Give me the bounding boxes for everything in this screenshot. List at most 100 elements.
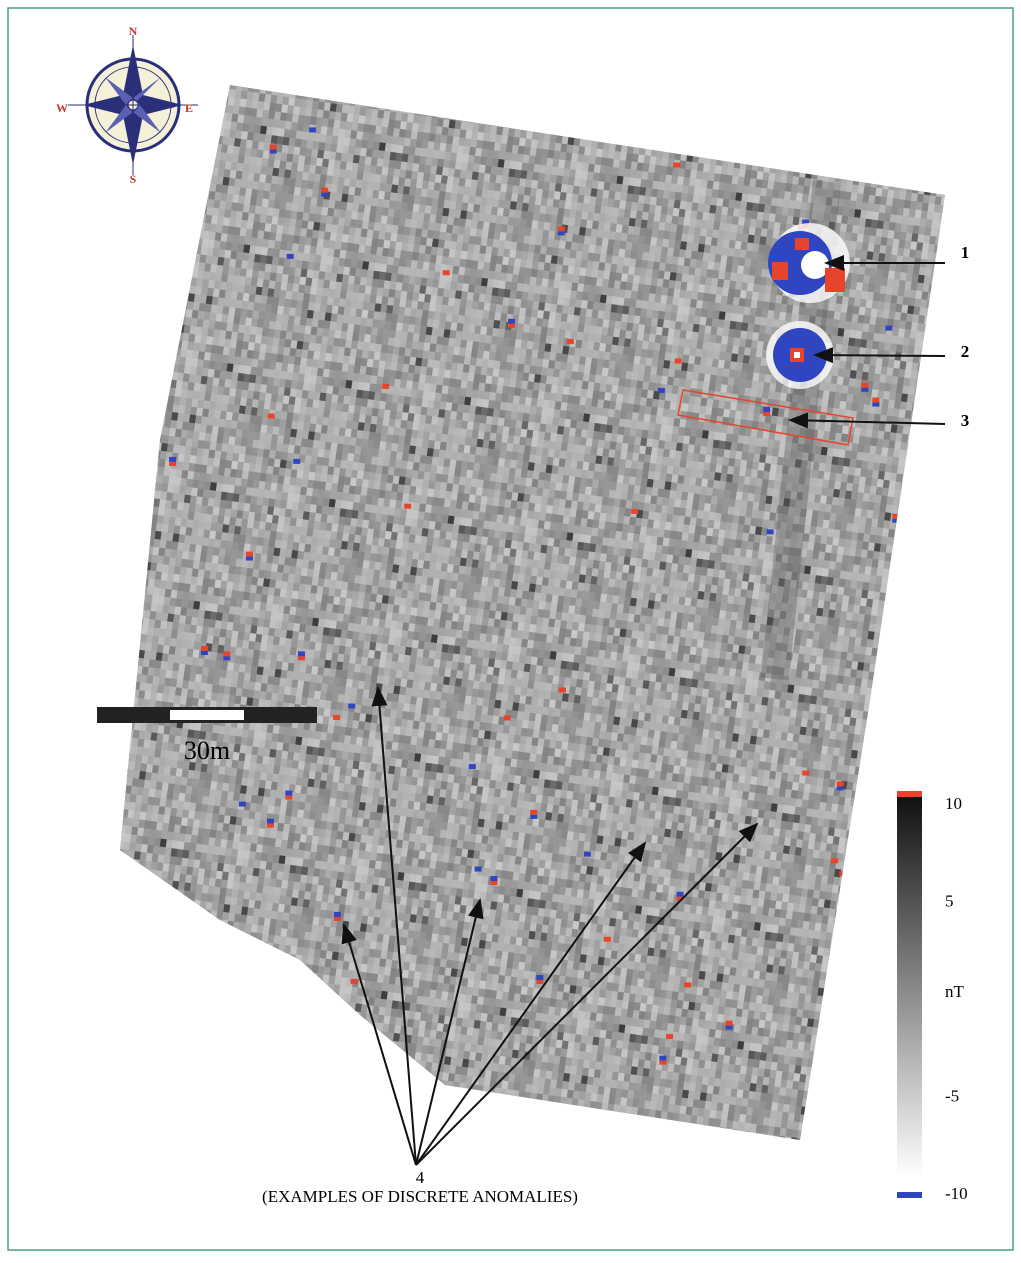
anomaly-dot — [763, 407, 770, 412]
anomaly-dot — [201, 651, 208, 655]
anomaly-dot — [880, 901, 887, 905]
anomaly-dot — [530, 810, 537, 815]
anomaly-dot — [508, 319, 515, 324]
anomaly-dot — [443, 270, 450, 275]
label-1: 1 — [961, 243, 970, 262]
anomaly-dot — [285, 796, 292, 800]
anomaly-dot — [157, 1053, 164, 1058]
anomaly-dot — [666, 1034, 673, 1039]
anomaly-dot — [849, 864, 856, 869]
anomaly-dot — [177, 1020, 184, 1024]
compass-w: W — [56, 101, 68, 115]
anomaly-dot — [849, 869, 856, 873]
anomaly-dot — [270, 150, 277, 154]
anomaly-dot — [902, 761, 909, 766]
anomaly-dot — [878, 927, 885, 931]
anomaly-dot — [246, 557, 253, 561]
anomaly-dot — [767, 529, 774, 534]
anomaly-dot — [287, 254, 294, 259]
anomaly-dot — [147, 224, 154, 228]
anomaly-dot — [140, 168, 147, 173]
anomaly-dot — [270, 145, 277, 150]
anomaly-dot — [334, 912, 341, 917]
color-tick-label: 10 — [945, 794, 962, 813]
anomaly-dot — [382, 384, 389, 389]
anomaly-dot — [530, 815, 537, 819]
scale-bar — [97, 707, 317, 723]
caption-4: (EXAMPLES OF DISCRETE ANOMALIES) — [262, 1187, 578, 1206]
anomaly-dot — [558, 226, 565, 231]
anomaly-dot — [160, 909, 167, 914]
compass-e: E — [185, 101, 193, 115]
anomaly-dot — [659, 1061, 666, 1065]
anomaly-dot — [675, 359, 682, 364]
anomaly-dot — [861, 388, 868, 392]
anomaly-dot — [132, 593, 139, 598]
anomaly-dot — [677, 892, 684, 897]
color-cap-low — [897, 1192, 922, 1198]
anomaly-dot — [861, 383, 868, 388]
anomaly-dot — [404, 504, 411, 509]
anomaly-dot — [504, 715, 511, 720]
anomaly-dot — [837, 781, 844, 786]
anomaly-dot — [726, 1026, 733, 1030]
compass-n: N — [129, 24, 138, 38]
anomaly-dot — [223, 651, 230, 656]
anomaly-dot — [802, 771, 809, 776]
anomaly-dot — [490, 881, 497, 885]
figure: 1 2 3 4 (EXAMPLES OF DISCRETE ANOMALIES)… — [0, 0, 1021, 1258]
anomaly-dot — [559, 687, 566, 692]
anomaly-dot — [659, 1056, 666, 1061]
anomaly-dot — [246, 552, 253, 557]
anomaly-dot — [880, 896, 887, 901]
anomaly-dot — [631, 509, 638, 514]
anomaly-dot — [475, 867, 482, 872]
anomaly-dot — [508, 324, 515, 328]
color-unit: nT — [945, 982, 965, 1001]
anomaly-dot — [321, 193, 328, 197]
anomaly-dot — [872, 398, 879, 403]
anomaly-dot — [658, 388, 665, 393]
color-tick-label: -10 — [945, 1184, 968, 1203]
anomaly-dot — [293, 459, 300, 464]
anomaly-dot — [267, 819, 274, 824]
anomaly-dot — [561, 1110, 568, 1114]
anomaly-dot — [157, 1058, 164, 1062]
anomaly-dot — [151, 337, 158, 341]
anomaly-dot — [892, 514, 899, 519]
anomaly-dot — [267, 824, 274, 828]
anomaly-dot — [684, 982, 691, 987]
anomaly-dot — [604, 937, 611, 942]
label-3: 3 — [961, 411, 970, 430]
compass-s: S — [130, 172, 137, 186]
anomaly-dot — [912, 507, 919, 512]
anomaly-dot — [673, 163, 680, 168]
anomaly-dot — [561, 1105, 568, 1110]
color-bar — [897, 797, 922, 1177]
anomaly-dot — [872, 403, 879, 407]
anomaly-dot — [298, 651, 305, 656]
anomaly-dot — [151, 332, 158, 337]
anomaly-dot — [348, 704, 355, 709]
anomaly-dot — [892, 519, 899, 523]
anomaly-dot — [132, 598, 139, 602]
anomaly-dot — [169, 462, 176, 466]
anomaly-dot — [177, 1015, 184, 1020]
label-2: 2 — [961, 342, 970, 361]
anomaly-dot — [321, 188, 328, 193]
anomaly-dot — [536, 975, 543, 980]
color-cap-high — [897, 791, 922, 797]
anomaly-dot — [351, 979, 358, 984]
anomaly-dot — [837, 786, 844, 790]
anomaly-dot — [878, 922, 885, 927]
anomaly-dot — [368, 1030, 375, 1035]
anomaly-dot — [239, 802, 246, 807]
anomaly-dot — [147, 219, 154, 224]
anomaly-dot — [885, 326, 892, 331]
anomaly-dot — [763, 412, 770, 416]
anomaly-dot — [490, 876, 497, 881]
anomaly-dot — [334, 917, 341, 921]
scale-label: 30m — [184, 736, 230, 765]
anomaly-dot — [368, 1035, 375, 1039]
